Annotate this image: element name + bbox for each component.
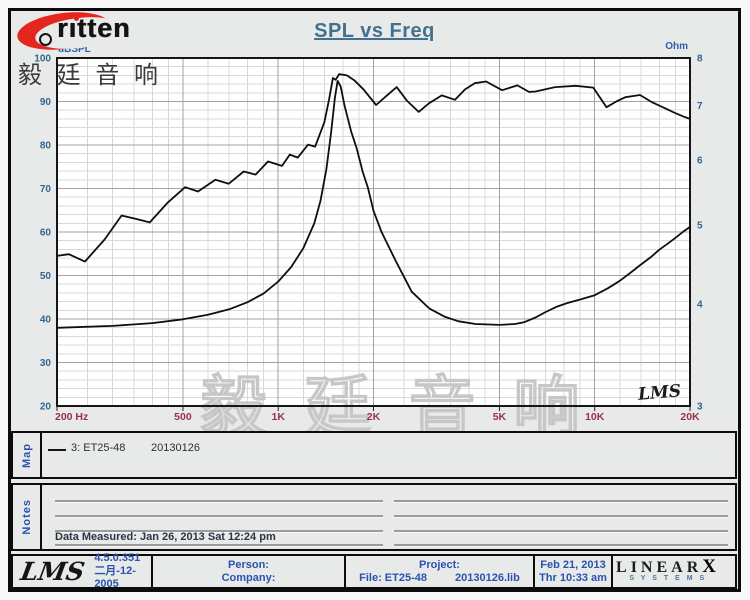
svg-text:2K: 2K — [367, 411, 381, 423]
footer-project-cell: Project: File: ET25-48 20130126.lib — [344, 556, 533, 587]
file-label: File: ET25-48 — [359, 571, 427, 584]
data-measured-note: Data Measured: Jan 26, 2013 Sat 12:24 pm — [55, 531, 276, 543]
footer-date-cell: Feb 21, 2013 Thr 10:33 am — [533, 556, 611, 587]
lms-version-date: 二月-12-2005 — [94, 565, 136, 590]
linearx-main: LINEAR — [616, 559, 703, 576]
svg-text:3: 3 — [697, 402, 703, 413]
legend-code: 20130126 — [151, 442, 200, 454]
svg-text:20: 20 — [40, 402, 52, 413]
notes-rule-line — [394, 515, 728, 517]
svg-text:10K: 10K — [585, 411, 605, 423]
brand-post: tten — [77, 13, 131, 43]
map-label: Map — [20, 442, 33, 468]
footer-bar: LMS 4.5.0.351 二月-12-2005 Person: Company… — [11, 552, 737, 590]
project-label: Project: — [419, 558, 460, 571]
svg-text:7: 7 — [697, 101, 703, 112]
lms-watermark-mark: LMS — [636, 381, 682, 405]
page-title: SPL vs Freq — [314, 20, 435, 42]
svg-text:60: 60 — [40, 228, 52, 239]
impedance-curve — [56, 80, 691, 329]
svg-text:20K: 20K — [680, 411, 700, 423]
eritten-logo: rıtten 毅 廷 音 响 — [13, 7, 193, 99]
notes-rule-line — [394, 544, 728, 546]
company-label: Company: — [221, 571, 276, 584]
svg-text:8: 8 — [697, 54, 703, 65]
brand-i-dot-icon — [74, 16, 79, 21]
file-suffix: 20130126.lib — [455, 571, 520, 584]
file-line: File: ET25-48 20130126.lib — [359, 572, 520, 585]
spl-curve — [56, 73, 691, 263]
footer-lms-cell: LMS 4.5.0.351 二月-12-2005 — [13, 552, 151, 590]
report-time: Thr 10:33 am — [539, 571, 607, 584]
y-left-unit-label: dBSPL — [58, 44, 91, 55]
svg-text:5: 5 — [697, 220, 703, 231]
lms-report-window: 毅 廷 音 响 100 90 80 70 60 50 40 30 20 8 7 6 5 4 3 200 Hz 50… — [8, 7, 741, 592]
svg-text:50: 50 — [40, 271, 52, 282]
axis-labels: 100 90 80 70 60 50 40 30 20 8 7 6 5 4 3 200 Hz 500 1K 2K 5K… — [34, 41, 703, 423]
svg-text:90: 90 — [40, 97, 52, 108]
svg-text:100: 100 — [34, 54, 51, 65]
notes-rule-line — [394, 500, 728, 502]
brand-pre: r — [57, 13, 69, 43]
lms-logo: LMS — [18, 557, 87, 586]
svg-text:40: 40 — [40, 315, 52, 326]
linearx-x: X — [702, 556, 720, 577]
footer-linearx-cell: LINEARX S Y S T E M S — [611, 556, 723, 587]
legend-line-sample — [48, 449, 66, 451]
linearx-systems: S Y S T E M S — [629, 575, 707, 582]
svg-text:70: 70 — [40, 184, 52, 195]
map-label-cell: Map — [13, 433, 42, 477]
legend-item: 3: ET25-48 — [71, 442, 126, 454]
notes-panel: Notes Data Measured: Jan 26, 2013 Sat 12… — [11, 483, 737, 551]
notes-rule-line — [55, 530, 383, 532]
svg-text:30: 30 — [40, 358, 52, 369]
svg-text:5K: 5K — [493, 411, 507, 423]
notes-rule-line — [55, 500, 383, 502]
notes-label: Notes — [20, 499, 33, 535]
logo-ring-icon — [39, 33, 52, 46]
svg-text:6: 6 — [697, 156, 703, 167]
brand-dotless-i: ı — [68, 13, 78, 43]
person-label: Person: — [228, 558, 269, 571]
brand-wordmark: rıtten — [57, 13, 131, 44]
footer-person-cell: Person: Company: — [151, 556, 344, 587]
notes-rule-line — [55, 515, 383, 517]
svg-text:500: 500 — [174, 411, 192, 423]
svg-text:4: 4 — [697, 299, 703, 310]
brand-chinese-name: 毅 廷 音 响 — [18, 62, 163, 89]
lms-version: 4.5.0.351 — [94, 552, 141, 564]
report-date: Feb 21, 2013 — [540, 558, 606, 571]
svg-text:80: 80 — [40, 141, 52, 152]
linearx-logo: LINEARX — [616, 557, 720, 576]
notes-rule-line — [55, 544, 383, 546]
map-panel: Map 3: ET25-48 20130126 — [11, 431, 737, 479]
y-right-unit-label: Ohm — [665, 41, 688, 52]
notes-rule-line — [394, 530, 728, 532]
svg-text:1K: 1K — [272, 411, 286, 423]
svg-text:200 Hz: 200 Hz — [55, 411, 88, 423]
notes-label-cell: Notes — [13, 485, 42, 549]
